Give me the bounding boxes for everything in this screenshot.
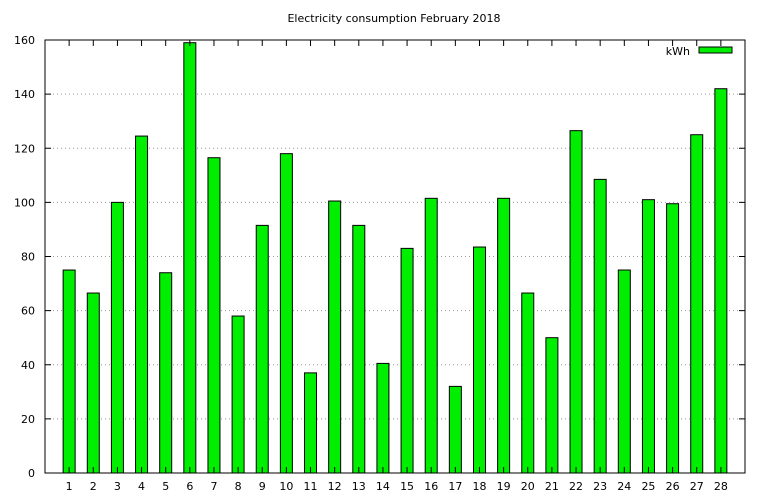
x-tick-label: 2 xyxy=(90,480,97,493)
bar-day-10 xyxy=(279,153,293,474)
y-tick-label: 120 xyxy=(14,142,35,155)
x-tick-label: 21 xyxy=(545,480,559,493)
y-tick-label: 100 xyxy=(14,196,35,209)
bar-day-23 xyxy=(593,178,607,474)
legend-swatch xyxy=(698,46,733,54)
x-tick-label: 10 xyxy=(279,480,293,493)
x-tick-label: 18 xyxy=(472,480,486,493)
bar-day-14 xyxy=(376,362,390,474)
grid-lines xyxy=(45,93,745,420)
x-tick-label: 24 xyxy=(617,480,631,493)
x-tick-label: 6 xyxy=(186,480,193,493)
x-tick-label: 4 xyxy=(138,480,145,493)
y-tick-label: 60 xyxy=(21,305,35,318)
x-tick-label: 5 xyxy=(162,480,169,493)
bar-day-19 xyxy=(497,197,511,474)
bar-day-6 xyxy=(183,42,197,474)
bar-day-20 xyxy=(521,292,535,474)
x-tick-label: 23 xyxy=(593,480,607,493)
bar-day-7 xyxy=(207,157,221,474)
bar-day-28 xyxy=(714,88,728,474)
y-tick-label: 20 xyxy=(21,413,35,426)
bar-day-15 xyxy=(400,247,414,474)
y-tick-label: 80 xyxy=(21,251,35,264)
x-tick-label: 11 xyxy=(304,480,318,493)
bar-day-3 xyxy=(110,201,124,474)
x-tick-label: 1 xyxy=(66,480,73,493)
bar-day-11 xyxy=(304,372,318,474)
bars xyxy=(62,42,728,474)
bar-day-12 xyxy=(328,200,342,474)
x-tick-label: 12 xyxy=(328,480,342,493)
bar-day-24 xyxy=(617,269,631,474)
x-tick-label: 28 xyxy=(714,480,728,493)
bar-day-16 xyxy=(424,197,438,474)
x-tick-label: 25 xyxy=(641,480,655,493)
x-tick-label: 19 xyxy=(497,480,511,493)
x-tick-label: 8 xyxy=(235,480,242,493)
bar-day-13 xyxy=(352,224,366,474)
x-tick-label: 7 xyxy=(210,480,217,493)
x-tick-label: 9 xyxy=(259,480,266,493)
x-tick-label: 15 xyxy=(400,480,414,493)
bar-day-22 xyxy=(569,130,583,474)
bar-day-26 xyxy=(666,203,680,474)
x-tick-label: 17 xyxy=(448,480,462,493)
bar-day-9 xyxy=(255,224,269,474)
bar-day-2 xyxy=(86,292,100,474)
x-tick-label: 14 xyxy=(376,480,390,493)
bar-day-5 xyxy=(159,272,173,474)
bar-day-27 xyxy=(690,134,704,474)
y-tick-label: 0 xyxy=(28,467,35,480)
x-tick-label: 27 xyxy=(690,480,704,493)
chart-title: Electricity consumption February 2018 xyxy=(287,12,500,25)
legend-label: kWh xyxy=(666,45,690,58)
bar-day-1 xyxy=(62,269,76,474)
legend: kWh xyxy=(666,45,733,58)
bar-day-18 xyxy=(472,246,486,474)
bar-day-25 xyxy=(641,199,655,474)
y-tick-label: 140 xyxy=(14,88,35,101)
x-tick-label: 13 xyxy=(352,480,366,493)
bar-day-21 xyxy=(545,337,559,474)
bar-day-8 xyxy=(231,315,245,474)
x-tick-label: 26 xyxy=(666,480,680,493)
x-tick-label: 20 xyxy=(521,480,535,493)
y-tick-label: 160 xyxy=(14,34,35,47)
x-tick-label: 16 xyxy=(424,480,438,493)
bar-day-4 xyxy=(135,135,149,474)
y-tick-label: 40 xyxy=(21,359,35,372)
x-tick-label: 22 xyxy=(569,480,583,493)
bar-day-17 xyxy=(448,385,462,474)
x-tick-label: 3 xyxy=(114,480,121,493)
